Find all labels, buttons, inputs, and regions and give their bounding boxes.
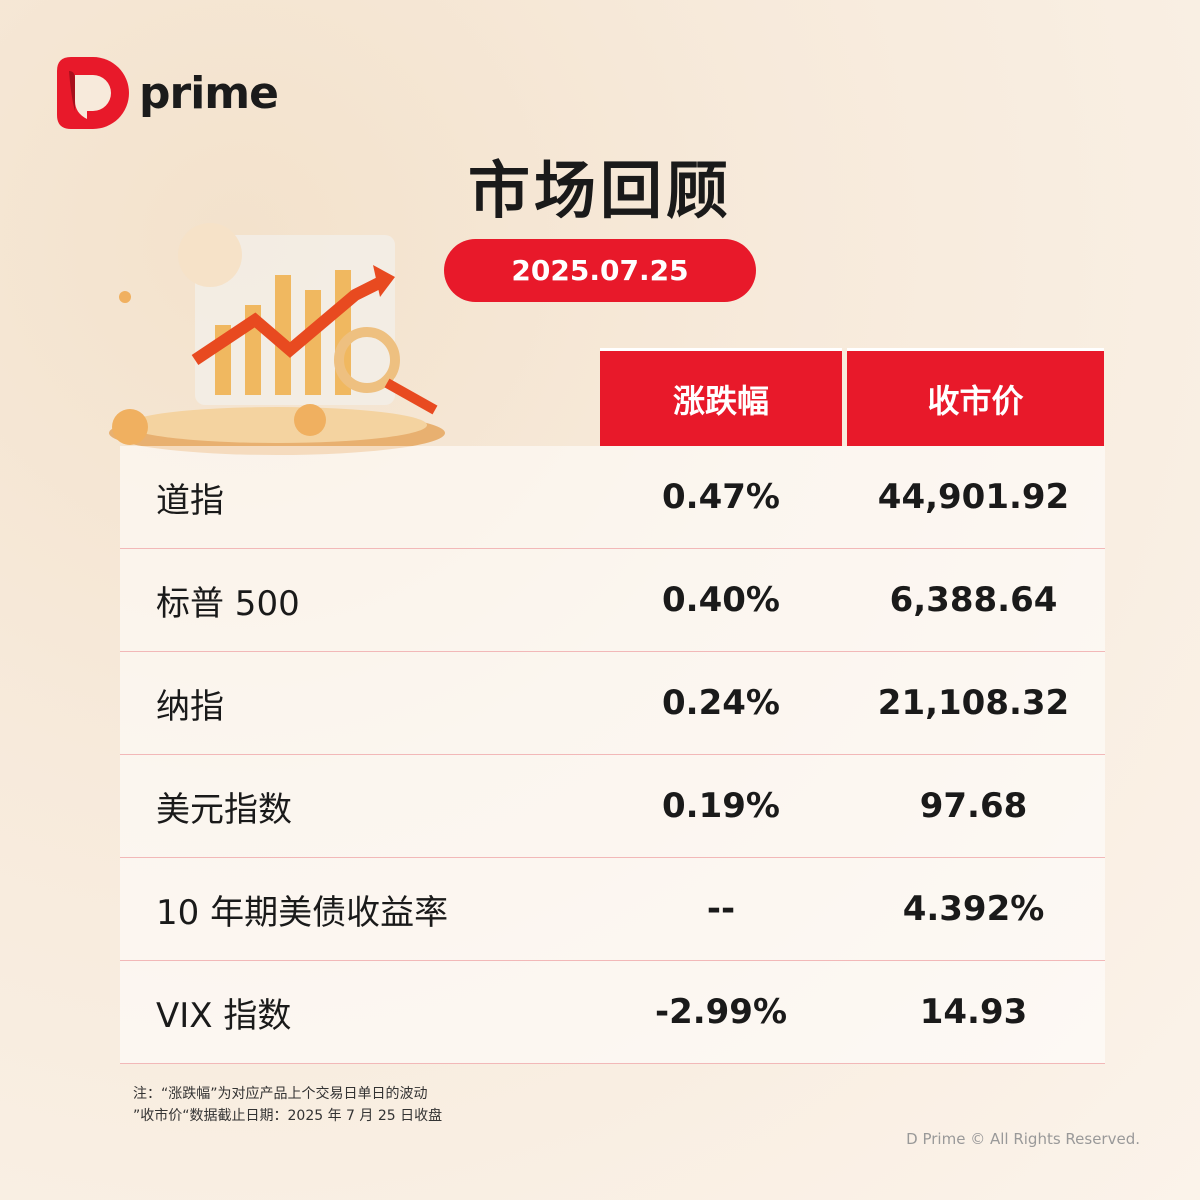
index-close: 4.392% [902, 889, 1045, 929]
index-change: 0.40% [662, 580, 780, 620]
index-name: VIX 指数 [156, 995, 292, 1036]
d-logo-icon [57, 57, 129, 129]
index-name: 纳指 [156, 686, 224, 727]
index-change: -2.99% [654, 992, 788, 1032]
index-change: 0.47% [662, 477, 780, 517]
date-badge: 2025.07.25 [444, 239, 756, 302]
index-close: 21,108.32 [877, 683, 1070, 723]
footnote-line: ”收市价“数据截止日期：2025 年 7 月 25 日收盘 [133, 1108, 443, 1124]
header-change: 涨跌幅 [600, 348, 842, 446]
table-row: 道指 0.47% 44,901.92 [120, 446, 1105, 549]
index-name: 道指 [156, 480, 224, 521]
table-row: 标普 500 0.40% 6,388.64 [120, 549, 1105, 652]
index-name: 标普 500 [156, 583, 300, 624]
footnote: 注：“涨跌幅”为对应产品上个交易日单日的波动 ”收市价“数据截止日期：2025 … [133, 1083, 442, 1127]
table-row: 美元指数 0.19% 97.68 [120, 755, 1105, 858]
index-change: -- [706, 889, 736, 929]
market-chart-illustration [109, 223, 445, 455]
index-close: 14.93 [919, 992, 1028, 1032]
brand-name: prime [139, 67, 279, 119]
index-name: 10 年期美债收益率 [156, 892, 449, 933]
table-row: 10 年期美债收益率 -- 4.392% [120, 858, 1105, 961]
index-close: 6,388.64 [889, 580, 1058, 620]
brand-logo: prime [57, 57, 279, 129]
header-close: 收市价 [847, 348, 1104, 446]
copyright: D Prime © All Rights Reserved. [906, 1130, 1140, 1148]
table-row: 纳指 0.24% 21,108.32 [120, 652, 1105, 755]
table-row: VIX 指数 -2.99% 14.93 [120, 961, 1105, 1064]
index-change: 0.24% [662, 683, 780, 723]
index-change: 0.19% [662, 786, 780, 826]
page-title: 市场回顾 [467, 154, 732, 227]
footnote-line: 注：“涨跌幅”为对应产品上个交易日单日的波动 [133, 1086, 428, 1102]
index-name: 美元指数 [156, 789, 292, 830]
index-close: 97.68 [919, 786, 1028, 826]
market-table: 道指 0.47% 44,901.92 标普 500 0.40% 6,388.64 纳指 0… [120, 446, 1105, 1064]
index-close: 44,901.92 [877, 477, 1070, 517]
